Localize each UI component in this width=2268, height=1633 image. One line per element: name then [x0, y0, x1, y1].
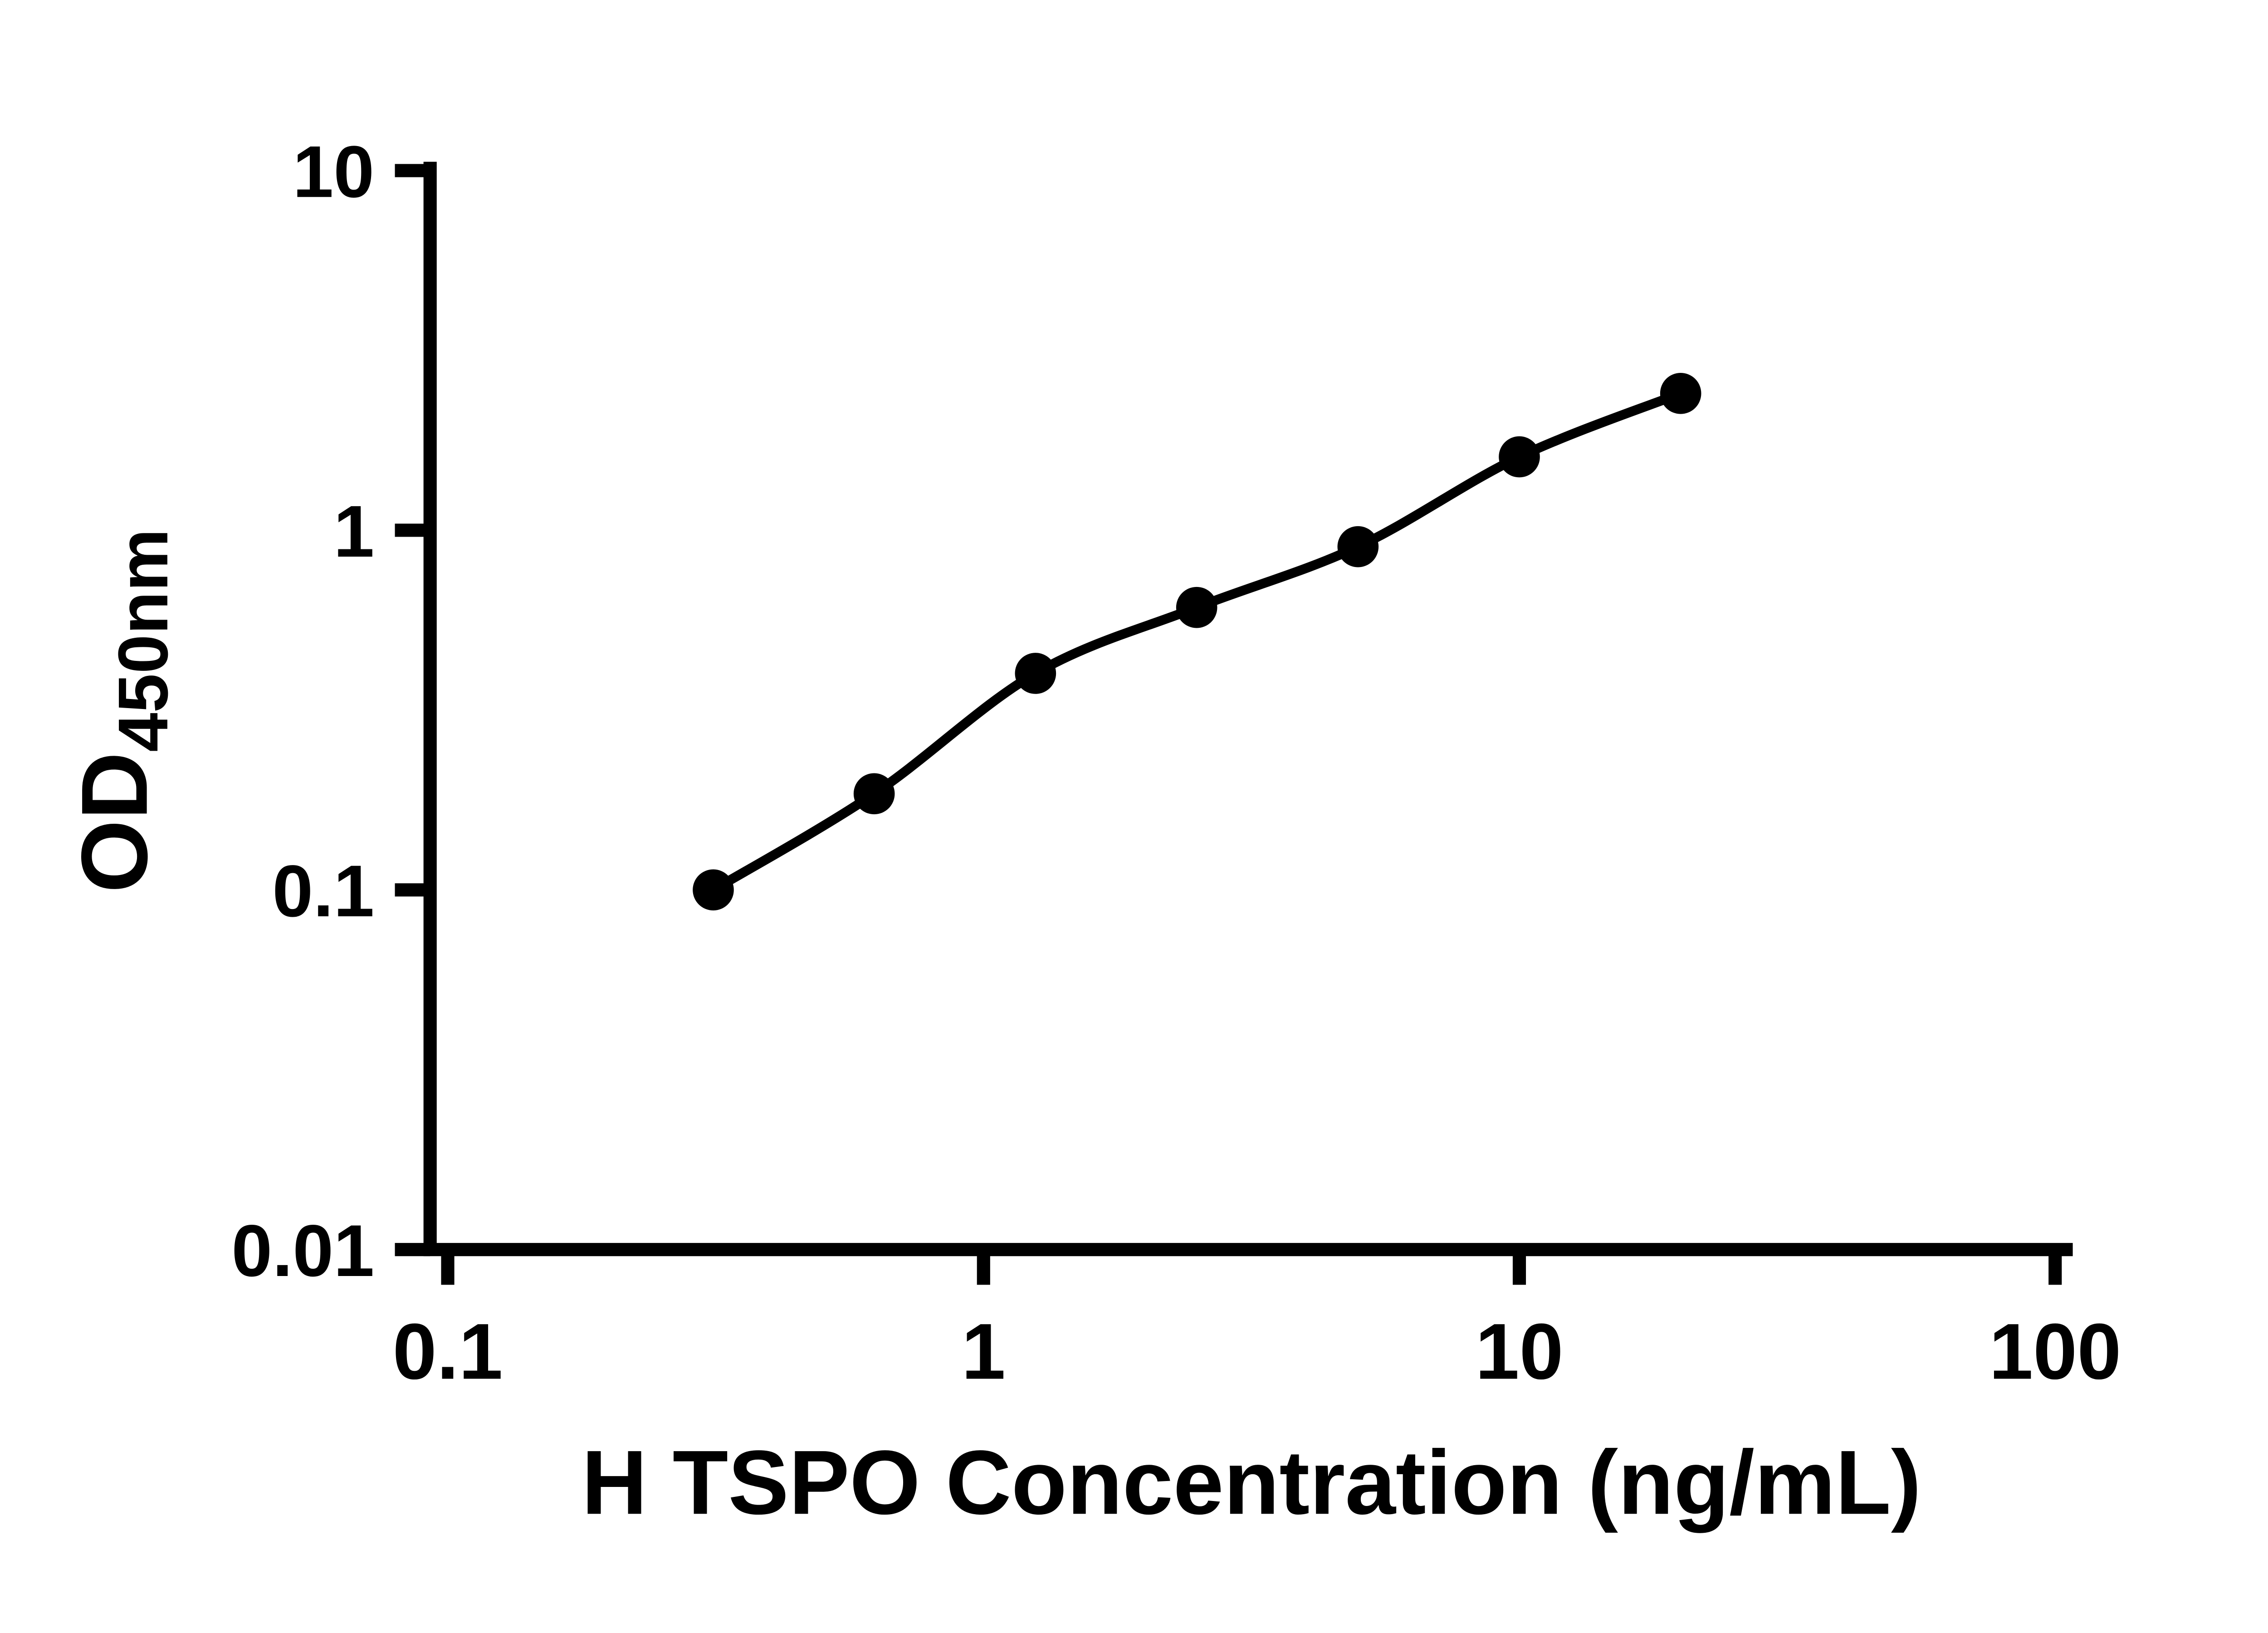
data-point [1660, 373, 1701, 414]
data-point [693, 869, 734, 911]
x-tick-label: 100 [1989, 1307, 2121, 1396]
y-axis-title-sub: 450nm [103, 529, 182, 752]
data-point [1176, 587, 1217, 628]
y-axis-title: OD450nm [62, 529, 182, 893]
axes-line [423, 161, 2073, 1257]
data-point [1337, 526, 1379, 567]
data-point [853, 773, 895, 815]
y-axis-ticks: 0.01 0.1 1 10 [231, 131, 430, 1292]
y-tick-label: 1 [333, 491, 374, 572]
x-tick-label: 10 [1475, 1307, 1563, 1396]
x-axis-ticks: 0.1 1 10 100 [393, 1249, 2121, 1396]
x-axis-title: H TSPO Concentration (ng/mL) [582, 1431, 1921, 1533]
data-point [1499, 436, 1540, 478]
y-axis-title-main: OD [62, 752, 167, 893]
data-points [693, 373, 1701, 911]
x-tick-label: 1 [962, 1307, 1006, 1396]
y-tick-label: 0.01 [231, 1210, 374, 1292]
y-tick-label: 10 [293, 131, 374, 213]
y-tick-label: 0.1 [272, 851, 374, 932]
x-tick-label: 0.1 [393, 1307, 503, 1396]
data-point [1015, 653, 1056, 694]
